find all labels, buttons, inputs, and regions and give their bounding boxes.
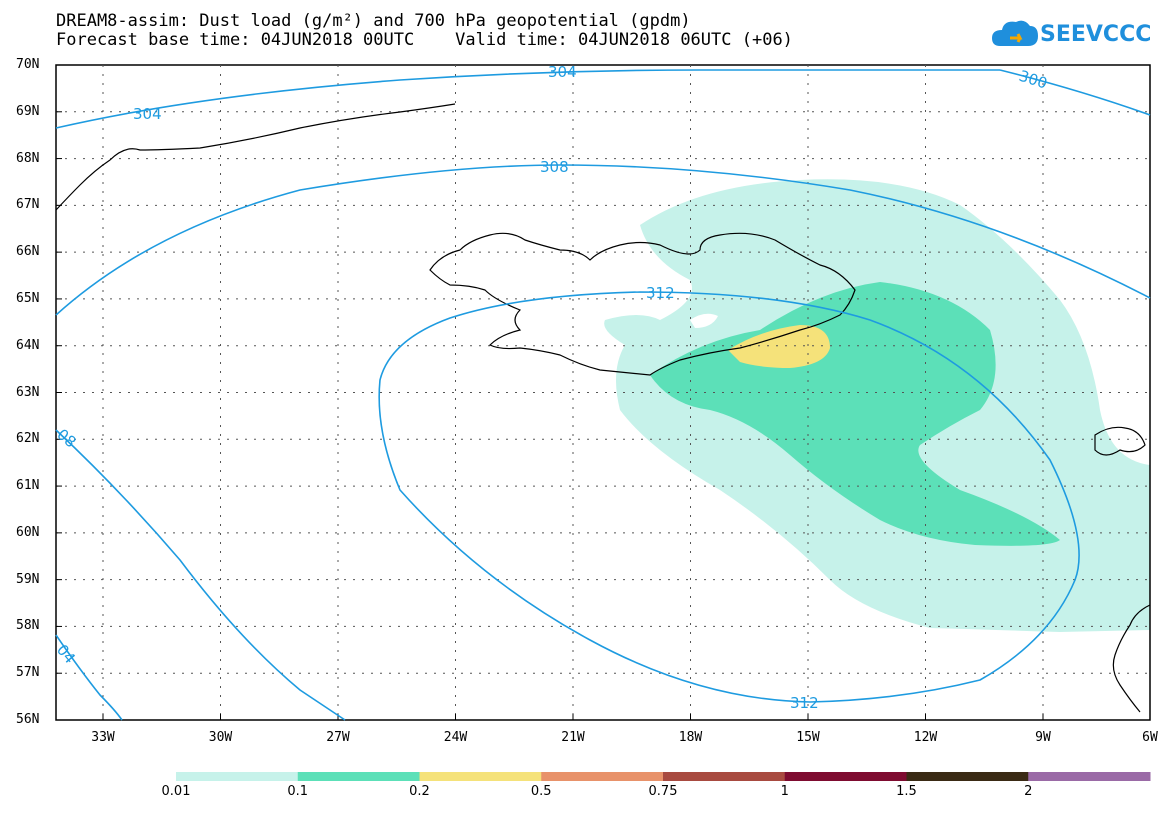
lat-label: 62N xyxy=(16,431,40,447)
lat-label: 67N xyxy=(16,197,40,213)
lon-label: 15W xyxy=(796,730,820,745)
greenland-coastline xyxy=(55,103,456,211)
lat-label: 59N xyxy=(16,571,40,587)
seevccc-logo-cloud-icon xyxy=(992,20,1038,46)
lon-label: 24W xyxy=(443,730,468,745)
dust-gap xyxy=(690,313,718,328)
contour-304-north xyxy=(55,69,1000,129)
lat-label: 61N xyxy=(16,478,40,494)
lat-label: 70N xyxy=(16,57,40,72)
lon-label: 9W xyxy=(1035,730,1051,745)
lat-label: 63N xyxy=(16,384,40,400)
map-title-line-2: Forecast base time: 04JUN2018 00UTC Vali… xyxy=(56,30,793,50)
lat-label: 65N xyxy=(16,290,40,306)
lat-label: 58N xyxy=(16,618,40,634)
lat-lon-grid xyxy=(55,64,1151,721)
colorbar-label: 0.5 xyxy=(530,784,552,799)
colorbar-segment xyxy=(1028,772,1151,781)
colorbar-label: 0.01 xyxy=(161,784,191,799)
lon-label: 21W xyxy=(561,730,585,745)
colorbar-label: 1 xyxy=(780,784,789,799)
colorbar-segment xyxy=(663,772,786,781)
contour-label-308: 308 xyxy=(540,158,569,176)
colorbar-label: 0.75 xyxy=(648,784,678,799)
colorbar-label: 1.5 xyxy=(896,784,917,799)
colorbar-segment xyxy=(176,772,299,781)
colorbar-label: 0.1 xyxy=(287,784,309,799)
colorbar-segment xyxy=(906,772,1029,781)
colorbar-label: 2 xyxy=(1024,784,1033,799)
contour-304-west xyxy=(55,634,123,721)
contour-label-08-west: 08 xyxy=(53,425,79,451)
lat-label: 56N xyxy=(16,712,40,727)
lat-label: 60N xyxy=(16,524,40,540)
colorbar-segment xyxy=(297,772,420,781)
lon-label: 30W xyxy=(208,730,233,745)
dust-area-high xyxy=(728,325,830,368)
colorbar-segment xyxy=(419,772,542,781)
lon-label: 27W xyxy=(326,730,350,745)
contour-308-west xyxy=(55,429,346,721)
lon-label: 33W xyxy=(91,730,115,745)
contour-label-304-left: 304 xyxy=(133,105,162,123)
lat-label: 66N xyxy=(16,244,40,260)
lon-label: 6W xyxy=(1142,730,1158,745)
contour-308 xyxy=(55,164,1151,316)
colorbar-label: 0.2 xyxy=(409,784,430,799)
contour-label-312-bottom: 312 xyxy=(790,694,819,712)
contour-300 xyxy=(999,69,1151,116)
scotland-coastline xyxy=(1112,604,1151,713)
contour-label-312-top: 312 xyxy=(646,284,675,302)
contour-312 xyxy=(378,291,1080,703)
lat-label: 64N xyxy=(16,337,40,353)
iceland-coastline xyxy=(429,232,856,376)
lat-label: 57N xyxy=(16,665,40,681)
contour-label-304-top: 304 xyxy=(548,63,577,81)
colorbar-segment xyxy=(541,772,664,781)
map-title-line-1: DREAM8-assim: Dust load (g/m²) and 700 h… xyxy=(56,11,691,31)
lat-label: 69N xyxy=(16,103,40,119)
colorbar xyxy=(176,772,1151,781)
lat-label: 68N xyxy=(16,150,40,166)
faroe-coastline xyxy=(1094,426,1146,456)
seevccc-logo-text: SEEVCCC xyxy=(1040,22,1152,47)
lon-label: 18W xyxy=(678,730,703,745)
lon-label: 12W xyxy=(913,730,938,745)
colorbar-segment xyxy=(784,772,907,781)
contour-label-300: 300 xyxy=(1017,67,1050,93)
